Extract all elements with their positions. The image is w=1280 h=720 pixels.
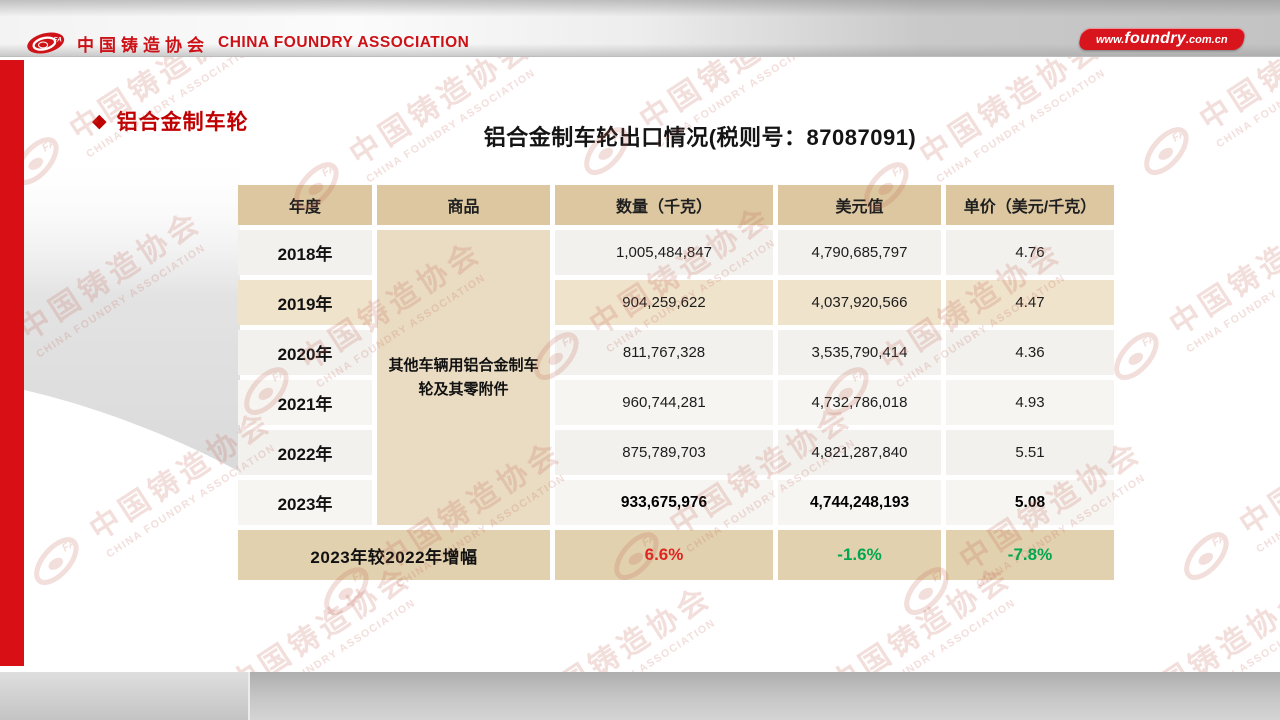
price-change-cell: -7.8% <box>946 530 1114 580</box>
usd-cell: 4,037,920,566 <box>778 280 941 325</box>
col-header-quantity: 数量（千克） <box>555 185 773 225</box>
price-cell: 4.36 <box>946 330 1114 375</box>
table-title: 铝合金制车轮出口情况(税则号：87087091) <box>483 125 917 150</box>
usd-cell: 4,744,248,193 <box>778 480 941 525</box>
cfa-logo-group: FA 中国铸造协会 CHINA FOUNDRY ASSOCIATION <box>26 30 469 56</box>
swoosh-decoration <box>24 150 240 472</box>
usd-cell: 4,732,786,018 <box>778 380 941 425</box>
usd-change-cell: -1.6% <box>778 530 941 580</box>
price-cell: 4.47 <box>946 280 1114 325</box>
year-cell: 2019年 <box>238 280 372 325</box>
qty-cell: 811,767,328 <box>555 330 773 375</box>
summary-label: 2023年较2022年增幅 <box>238 530 550 580</box>
svg-text:FA: FA <box>320 162 338 180</box>
section-title-label: 铝合金制车轮 <box>116 111 249 134</box>
svg-text:FA: FA <box>60 537 78 555</box>
col-header-product: 商品 <box>377 185 550 225</box>
logo-text-en: CHINA FOUNDRY ASSOCIATION <box>218 34 470 51</box>
bottom-gray-band-left <box>0 672 250 720</box>
usd-cell: 4,790,685,797 <box>778 230 941 275</box>
section-title: ◆ 铝合金制车轮 <box>92 106 249 136</box>
price-cell: 4.76 <box>946 230 1114 275</box>
website-link[interactable]: www.foundry.com.cn <box>1078 28 1247 50</box>
svg-text:FA: FA <box>54 37 63 44</box>
qty-cell: 933,675,976 <box>555 480 773 525</box>
col-header-usd-value: 美元值 <box>778 185 941 225</box>
year-cell: 2018年 <box>238 230 372 275</box>
logo-text-cn: 中国铸造协会 <box>77 35 209 55</box>
year-cell: 2022年 <box>238 430 372 475</box>
website-suffix: .com.cn <box>1186 34 1228 46</box>
price-cell: 5.51 <box>946 430 1114 475</box>
svg-text:FA: FA <box>1170 127 1188 145</box>
col-header-unit-price: 单价（美元/千克） <box>946 185 1114 225</box>
year-cell: 2023年 <box>238 480 372 525</box>
price-cell: 5.08 <box>946 480 1114 525</box>
qty-change-cell: 6.6% <box>555 530 773 580</box>
website-prefix: www. <box>1096 34 1125 46</box>
qty-cell: 904,259,622 <box>555 280 773 325</box>
left-red-accent-bar <box>0 60 24 666</box>
col-header-year: 年度 <box>238 185 372 225</box>
year-cell: 2021年 <box>238 380 372 425</box>
usd-cell: 4,821,287,840 <box>778 430 941 475</box>
diamond-bullet-icon: ◆ <box>92 110 107 132</box>
cfa-logo-icon: FA <box>27 32 65 54</box>
svg-text:FA: FA <box>1210 532 1228 550</box>
svg-text:FA: FA <box>890 162 908 180</box>
qty-cell: 960,744,281 <box>555 380 773 425</box>
export-data-table: 年度 商品 数量（千克） 美元值 单价（美元/千克） 其他车辆用铝合金制车轮及其… <box>238 185 1114 580</box>
top-header-band: FA 中国铸造协会 CHINA FOUNDRY ASSOCIATION www.… <box>0 0 1280 57</box>
year-cell: 2020年 <box>238 330 372 375</box>
website-name: foundry <box>1124 30 1187 47</box>
product-cell: 其他车辆用铝合金制车轮及其零附件 <box>377 230 550 525</box>
price-cell: 4.93 <box>946 380 1114 425</box>
svg-text:FA: FA <box>1140 332 1158 350</box>
qty-cell: 875,789,703 <box>555 430 773 475</box>
usd-cell: 3,535,790,414 <box>778 330 941 375</box>
qty-cell: 1,005,484,847 <box>555 230 773 275</box>
